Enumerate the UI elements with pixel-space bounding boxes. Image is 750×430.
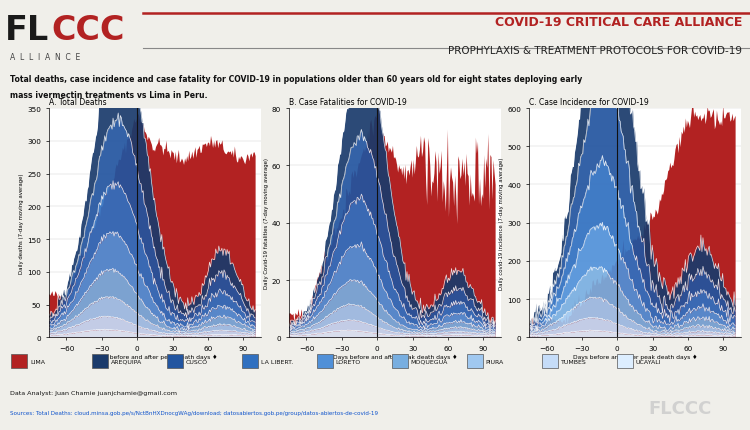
Bar	[167, 354, 183, 369]
Y-axis label: Daily Covid-19 fatalities (7-day moving average): Daily Covid-19 fatalities (7-day moving …	[264, 158, 269, 289]
X-axis label: Days before and after peak death days ♦: Days before and after peak death days ♦	[573, 354, 698, 359]
Text: Total deaths, case incidence and case fatality for COVID-19 in populations older: Total deaths, case incidence and case fa…	[10, 75, 582, 84]
Bar	[542, 354, 557, 369]
X-axis label: Days before and after peak death days ♦: Days before and after peak death days ♦	[333, 354, 457, 359]
Bar	[392, 354, 408, 369]
Y-axis label: Daily deaths (7-day moving average): Daily deaths (7-day moving average)	[20, 173, 25, 273]
Text: CCC: CCC	[51, 15, 124, 47]
Text: PIURA: PIURA	[485, 359, 504, 364]
Text: B. Case Fatalities for COVID-19: B. Case Fatalities for COVID-19	[289, 98, 406, 107]
X-axis label: Days before and after peak death days ♦: Days before and after peak death days ♦	[93, 354, 218, 359]
Bar	[616, 354, 632, 369]
Bar	[11, 354, 27, 369]
Bar	[92, 354, 108, 369]
Text: PROPHYLAXIS & TREATMENT PROTOCOLS FOR COVID-19: PROPHYLAXIS & TREATMENT PROTOCOLS FOR CO…	[448, 46, 742, 56]
Text: UCAYALI: UCAYALI	[635, 359, 661, 364]
Y-axis label: Daily covid-19 incidence (7-day moving average): Daily covid-19 incidence (7-day moving a…	[500, 157, 505, 289]
Text: TUMBES: TUMBES	[560, 359, 586, 364]
Text: FL: FL	[4, 15, 49, 47]
Bar	[316, 354, 333, 369]
Text: CUSCO: CUSCO	[186, 359, 208, 364]
Text: MOQUEGUA: MOQUEGUA	[411, 359, 448, 364]
Bar	[242, 354, 258, 369]
Text: FLCCC: FLCCC	[649, 399, 712, 417]
Text: mass ivermectin treatments vs Lima in Peru.: mass ivermectin treatments vs Lima in Pe…	[10, 91, 207, 100]
Text: COVID-19 CRITICAL CARE ALLIANCE: COVID-19 CRITICAL CARE ALLIANCE	[495, 16, 742, 29]
Text: A. Total Deaths: A. Total Deaths	[49, 98, 106, 107]
Text: A  L  L  I  A  N  C  E: A L L I A N C E	[10, 53, 81, 62]
Text: C. Case Incidence for COVID-19: C. Case Incidence for COVID-19	[529, 98, 649, 107]
Text: LA LIBERT.: LA LIBERT.	[261, 359, 293, 364]
Bar	[466, 354, 483, 369]
Text: LIMA: LIMA	[30, 359, 45, 364]
Text: Sources: Total Deaths: cloud.minsa.gob.pe/s/NctBnHXDnocgWAg/download; datosabier: Sources: Total Deaths: cloud.minsa.gob.p…	[10, 410, 378, 415]
Text: LORETO: LORETO	[336, 359, 361, 364]
Text: Data Analyst: Juan Chamie juanjchamie@gmail.com: Data Analyst: Juan Chamie juanjchamie@gm…	[10, 390, 177, 395]
Text: AREQUIPA: AREQUIPA	[111, 359, 142, 364]
